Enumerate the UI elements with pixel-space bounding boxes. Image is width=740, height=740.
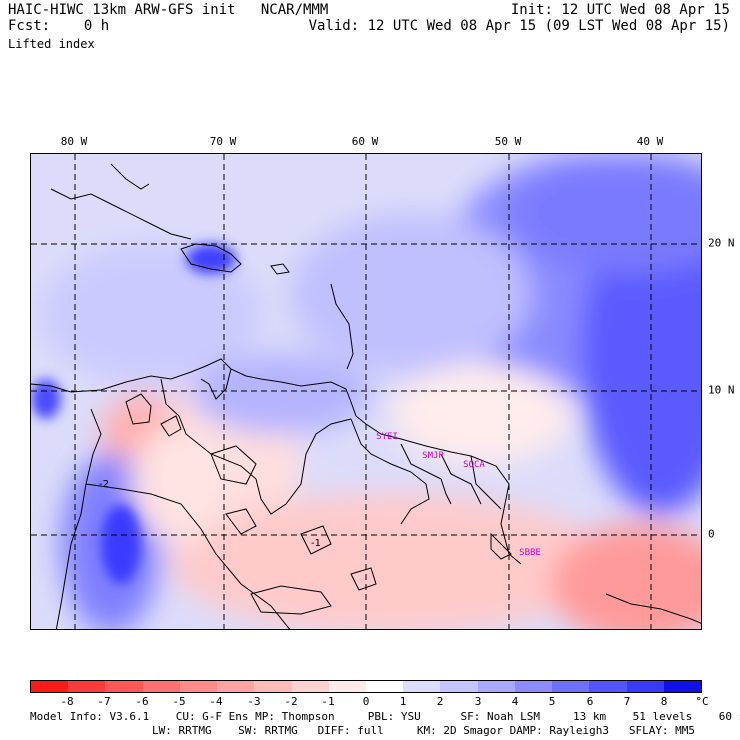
- contour-lines: [125, 393, 377, 615]
- header-init: Init: 12 UTC Wed 08 Apr 15: [510, 2, 730, 18]
- colorbar-cell: [31, 681, 69, 692]
- colorbar-cell: [552, 681, 590, 692]
- lat-label-10n: 10 N: [708, 383, 735, 397]
- header-title: HAIC-HIWC 13km ARW-GFS init NCAR/MMM: [8, 2, 329, 18]
- coastlines: [31, 163, 701, 629]
- lifted-index-map: -2 -1: [30, 153, 702, 630]
- colorbar-label: -3: [247, 695, 261, 708]
- lifted-index-field: [41, 154, 701, 629]
- colorbar-label: -8: [60, 695, 74, 708]
- colorbar-cell: [328, 681, 366, 692]
- lat-label-20n: 20 N: [708, 236, 735, 250]
- colorbar-cell: [663, 681, 701, 692]
- colorbar-label: 4: [511, 695, 519, 708]
- colorbar-cell: [68, 681, 106, 692]
- header-forecast: Fcst: 0 h: [8, 18, 110, 34]
- footer-physics-info: LW: RRTMG SW: RRTMG DIFF: full KM: 2D Sm…: [152, 724, 696, 737]
- colorbar-label: 1: [399, 695, 407, 708]
- footer-model-info: Model Info: V3.6.1 CU: G-F Ens MP: Thomp…: [30, 710, 740, 723]
- colorbar-cell: [217, 681, 255, 692]
- colorbar-cell: [440, 681, 478, 692]
- colorbar-cell: [477, 681, 515, 692]
- colorbar-label: 0: [362, 695, 370, 708]
- colorbar-cell: [142, 681, 180, 692]
- map-canvas: -2 -1: [31, 154, 701, 629]
- colorbar-label: 7: [623, 695, 631, 708]
- colorbar-label: -4: [209, 695, 223, 708]
- contour-label-neg1: -1: [311, 538, 321, 549]
- colorbar-label: 2: [436, 695, 444, 708]
- colorbar-cell: [589, 681, 627, 692]
- header-field: Lifted index: [8, 37, 95, 51]
- station-soca: SOCA: [463, 460, 485, 470]
- colorbar-unit: °C: [695, 695, 709, 708]
- colorbar-cell: [105, 681, 143, 692]
- colorbar: [30, 680, 702, 693]
- lon-label-40w: 40 W: [636, 135, 664, 148]
- colorbar-label: 6: [586, 695, 594, 708]
- station-sbbe: SBBE: [519, 548, 541, 558]
- colorbar-label: 5: [548, 695, 556, 708]
- lon-label-50w: 50 W: [494, 135, 522, 148]
- colorbar-cell: [254, 681, 292, 692]
- contour-label-neg2: -2: [99, 479, 109, 490]
- colorbar-label: 3: [474, 695, 482, 708]
- colorbar-cell: [626, 681, 664, 692]
- header-valid: Valid: 12 UTC Wed 08 Apr 15 (09 LST Wed …: [308, 18, 730, 34]
- lon-label-70w: 70 W: [209, 135, 237, 148]
- colorbar-label: -1: [321, 695, 335, 708]
- colorbar-label: -5: [172, 695, 186, 708]
- colorbar-cell: [514, 681, 553, 692]
- colorbar-label: -2: [284, 695, 298, 708]
- station-syei: SYEI: [376, 432, 398, 442]
- lon-label-60w: 60 W: [351, 135, 379, 148]
- colorbar-cell: [291, 681, 329, 692]
- colorbar-cell: [365, 681, 404, 692]
- lon-label-80w: 80 W: [60, 135, 88, 148]
- lat-label-0: 0: [708, 527, 715, 541]
- colorbar-cell: [403, 681, 441, 692]
- lat-lon-grid: [31, 154, 701, 629]
- station-smjp: SMJP: [422, 451, 444, 461]
- colorbar-label: -6: [135, 695, 149, 708]
- colorbar-cell: [179, 681, 218, 692]
- colorbar-label: -7: [97, 695, 111, 708]
- colorbar-label: 8: [660, 695, 668, 708]
